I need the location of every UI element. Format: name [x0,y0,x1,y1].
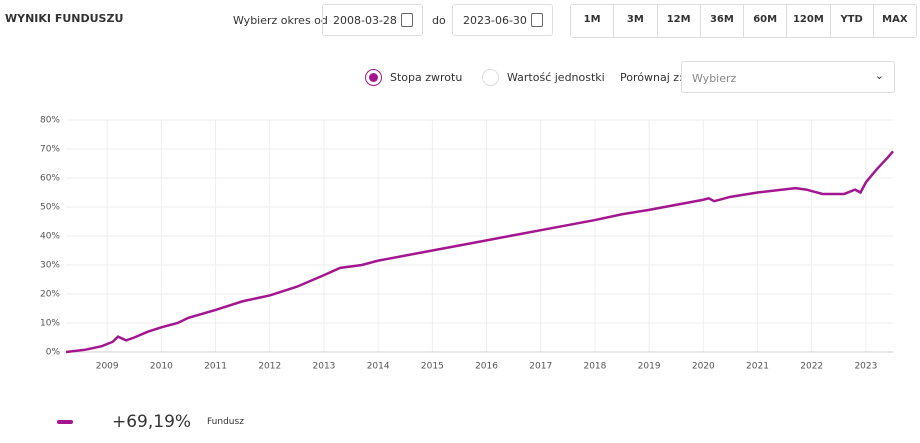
x-tick-label: 2020 [692,362,715,372]
range-button[interactable]: 36M [699,5,743,37]
x-tick-label: 2016 [475,362,498,372]
return-label: Stopa zwrotu [390,71,463,84]
to-label: do [432,14,446,27]
radio-return[interactable] [365,69,382,86]
x-tick-label: 2021 [746,362,769,372]
title: WYNIKI FUNDUSZU [5,12,124,25]
y-tick-label: 80% [40,116,60,126]
range-button[interactable]: 60M [743,5,786,37]
placeholder: Wybierz [692,72,737,85]
from-input[interactable]: 2008-03-28 [322,4,423,36]
compare-label: Porównaj z: [620,71,683,84]
x-tick-label: 2014 [367,362,390,372]
range-button[interactable]: 12M [656,5,700,37]
legend-value: +69,19% [112,412,192,432]
to-date: 2023-06-30 [463,14,527,27]
x-tick-label: 2011 [204,362,227,372]
unit-label: Wartość jednostki [507,71,605,84]
compare-select[interactable]: Wybierz ⌄ [681,61,895,93]
range-button[interactable]: YTD [829,5,873,37]
calendar-icon [531,13,543,27]
to-input[interactable]: 2023-06-30 [452,4,553,36]
y-tick-label: 40% [40,232,60,242]
y-tick-label: 10% [40,319,60,329]
x-tick-label: 2022 [800,362,823,372]
legend-name: Fundusz [207,417,244,427]
x-tick-label: 2009 [96,362,119,372]
y-tick-label: 0% [46,348,61,358]
y-tick-label: 60% [40,174,60,184]
range-button[interactable]: 1M [583,14,601,25]
radio-unit[interactable] [482,69,499,86]
legend-swatch [57,420,73,424]
x-tick-label: 2023 [854,362,877,372]
y-tick-label: 50% [40,203,60,213]
from-label: Wybierz okres od [233,14,328,27]
radio-dot [369,73,378,82]
range-button[interactable]: 3M [613,5,656,37]
range-buttons: 1M 3M 12M 36M 60M 120M YTD MAX [570,4,917,38]
y-tick-label: 70% [40,145,60,155]
x-tick-label: 2017 [529,362,552,372]
y-tick-label: 20% [40,290,60,300]
chevron: ⌄ [874,69,884,82]
range-button[interactable]: 120M [786,5,829,37]
y-tick-label: 30% [40,261,60,271]
x-tick-label: 2010 [150,362,173,372]
from-date: 2008-03-28 [333,14,397,27]
x-tick-label: 2012 [258,362,281,372]
x-tick-label: 2018 [583,362,606,372]
range-button[interactable]: MAX [872,5,916,37]
x-tick-label: 2013 [313,362,336,372]
x-tick-label: 2015 [421,362,444,372]
line [65,150,894,354]
calendar-icon [401,13,413,27]
x-tick-label: 2019 [638,362,661,372]
